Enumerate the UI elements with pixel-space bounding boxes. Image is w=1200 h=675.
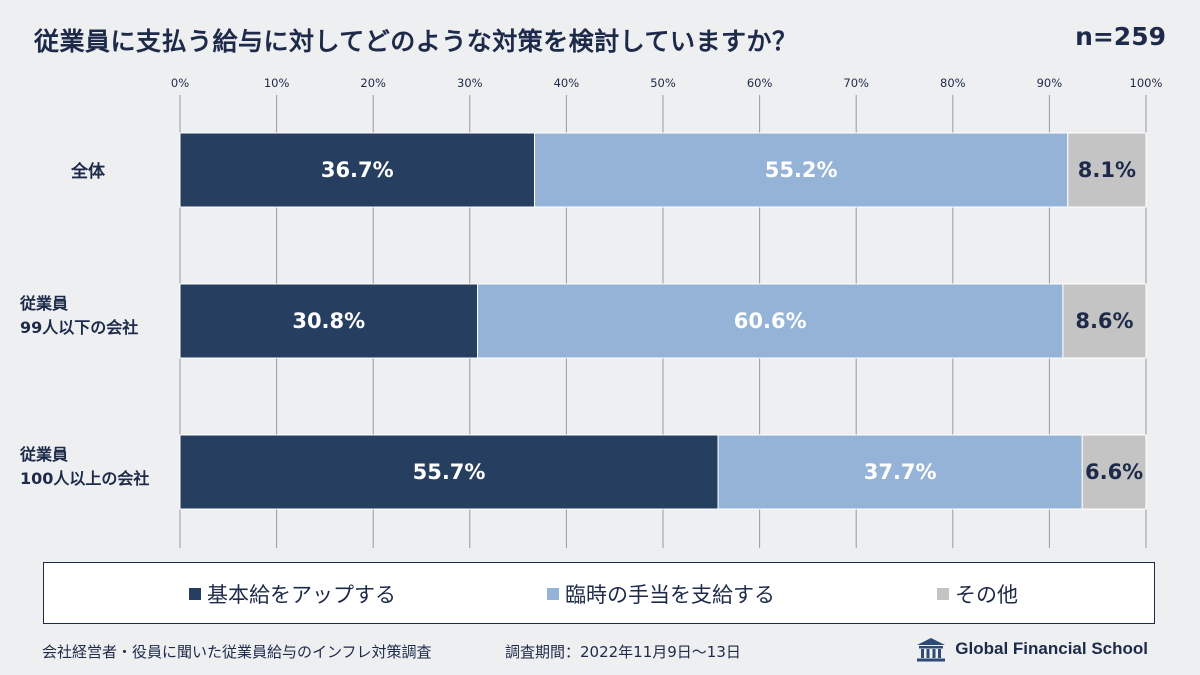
- x-tick-label: 100%: [1130, 76, 1163, 90]
- category-label: 99人以下の会社: [20, 318, 138, 337]
- data-label: 6.6%: [1085, 460, 1143, 484]
- data-label: 55.7%: [413, 460, 486, 484]
- bar-segment: [534, 132, 1069, 208]
- category-label: 従業員: [19, 294, 68, 313]
- legend-swatch-other: [937, 588, 949, 600]
- legend: 基本給をアップする 臨時の手当を支給する その他: [43, 562, 1155, 624]
- x-tick-label: 0%: [171, 76, 189, 90]
- data-label: 36.7%: [321, 158, 394, 182]
- x-tick-label: 10%: [264, 76, 290, 90]
- data-label: 8.6%: [1075, 309, 1133, 333]
- bar-segment: [179, 283, 479, 359]
- survey-note: 会社経営者・役員に聞いた従業員給与のインフレ対策調査: [42, 643, 432, 661]
- bar-segment: [1081, 434, 1147, 510]
- category-label: 従業員: [19, 445, 68, 464]
- x-tick-label: 90%: [1037, 76, 1063, 90]
- legend-item-allowance: 臨時の手当を支給する: [547, 579, 775, 609]
- legend-label-allowance: 臨時の手当を支給する: [565, 583, 775, 607]
- legend-label-base-pay: 基本給をアップする: [207, 583, 396, 607]
- data-label: 55.2%: [765, 158, 838, 182]
- survey-period: 調査期間：2022年11月9日〜13日: [505, 643, 741, 661]
- legend-item-other: その他: [937, 579, 1018, 609]
- legend-label-other: その他: [955, 583, 1018, 607]
- data-label: 37.7%: [864, 460, 937, 484]
- bar-segment: [179, 434, 719, 510]
- legend-swatch-base-pay: [189, 588, 201, 600]
- stacked-bar-chart: 0% 10% 20% 30% 40% 50% 60% 70% 80% 90% 100% 36.7% 55…: [19, 76, 1163, 548]
- category-label: 全体: [70, 161, 106, 182]
- bar-segment: [717, 434, 1083, 510]
- x-tick-label: 20%: [360, 76, 386, 90]
- sample-size-label: n=259: [1075, 22, 1166, 51]
- x-tick-label: 80%: [940, 76, 966, 90]
- legend-swatch-allowance: [547, 588, 559, 600]
- brand-logo: Global Financial School: [915, 636, 1148, 662]
- x-tick-label: 60%: [747, 76, 773, 90]
- data-label: 30.8%: [292, 309, 365, 333]
- x-tick-label: 40%: [554, 76, 580, 90]
- bar-segment: [179, 132, 536, 208]
- school-building-icon: [917, 638, 946, 662]
- x-tick-label: 70%: [843, 76, 869, 90]
- category-label: 100人以上の会社: [20, 469, 149, 488]
- legend-item-base-pay: 基本給をアップする: [189, 579, 396, 609]
- x-tick-label: 30%: [457, 76, 483, 90]
- x-tick-label: 50%: [650, 76, 676, 90]
- chart-title: 従業員に支払う給与に対してどのような対策を検討していますか？: [34, 27, 798, 56]
- bar-segment: [1062, 283, 1147, 359]
- brand-name: Global Financial School: [955, 639, 1148, 658]
- data-label: 8.1%: [1078, 158, 1136, 182]
- data-label: 60.6%: [734, 309, 807, 333]
- bar-segment: [1067, 132, 1147, 208]
